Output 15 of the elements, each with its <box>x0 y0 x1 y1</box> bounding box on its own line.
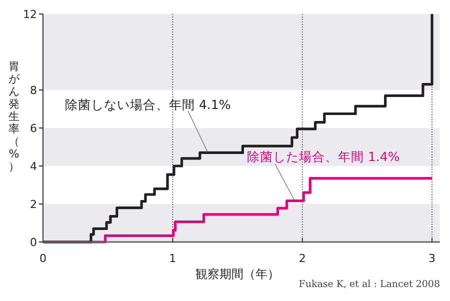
y-tick-label: 12 <box>23 8 37 21</box>
x-tick-label: 2 <box>298 252 306 265</box>
text: 除菌しない場合、年間 4.1% <box>65 97 231 112</box>
x-tick-label: 3 <box>428 252 436 265</box>
x-tick-label: 0 <box>40 252 46 265</box>
x-axis-title: 観察期間（年） <box>196 267 280 281</box>
y-tick-label: 8 <box>30 84 37 97</box>
x-tick-label: 1 <box>169 252 176 265</box>
series-label: 除菌した場合、年間 1.4% <box>247 149 400 164</box>
y-tick-label: 6 <box>30 122 37 135</box>
y-tick-label: 4 <box>30 160 37 173</box>
y-tick-label: 2 <box>30 198 37 211</box>
text: 胃がん発生率（%） <box>8 60 20 173</box>
text: Fukase K, et al : Lancet 2008 <box>298 279 440 290</box>
y-tick-label: 0 <box>30 236 37 249</box>
